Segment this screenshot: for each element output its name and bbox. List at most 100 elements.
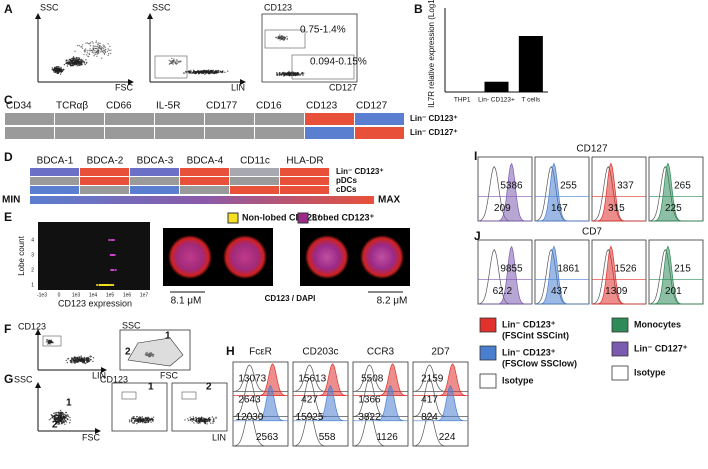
event-dot: [297, 72, 300, 75]
event-dot: [83, 60, 85, 63]
event-dot: [55, 69, 57, 72]
label: SSC: [122, 320, 141, 330]
event-dot: [215, 416, 217, 418]
legend-swatch: [611, 317, 629, 333]
event-dot: [145, 421, 148, 424]
event-dot: [279, 39, 281, 41]
label: 2: [52, 420, 58, 431]
event-dot: [301, 74, 304, 76]
event-dot: [101, 47, 103, 49]
event-dot: [298, 73, 300, 76]
event-dot: [73, 358, 75, 360]
event-dot: [184, 72, 186, 74]
event-dot: [74, 61, 76, 63]
bar: [484, 81, 509, 92]
event-dot: [196, 422, 198, 424]
label: Isotype: [502, 375, 534, 385]
event-dot: [80, 61, 82, 63]
label: 0.75-1.4%: [300, 25, 346, 36]
label: 2: [31, 267, 34, 273]
event-dot: [57, 67, 60, 70]
histogram: [352, 411, 408, 447]
event-dot: [99, 45, 101, 47]
event-dot: [66, 65, 69, 67]
event-dot: [70, 360, 72, 362]
event-dot: [192, 70, 195, 72]
event-dot: [81, 44, 84, 46]
event-dot: [85, 54, 88, 56]
event-dot: [113, 254, 116, 256]
label: IL-5R: [156, 101, 180, 112]
event-dot: [293, 72, 295, 74]
event-dot: [145, 352, 147, 354]
event-dot: [69, 422, 71, 424]
event-dot: [56, 421, 58, 424]
label: 1126: [376, 432, 398, 443]
event-dot: [104, 49, 106, 51]
heat-cell: [105, 127, 154, 139]
label: CD34: [6, 101, 32, 112]
event-dot: [86, 52, 89, 54]
event-dot: [79, 62, 81, 64]
event-dot: [172, 61, 175, 63]
histogram: [353, 385, 409, 422]
event-dot: [277, 36, 280, 38]
event-dot: [93, 55, 95, 57]
label: HLA-DR: [286, 156, 323, 167]
histogram: [412, 411, 468, 447]
event-dot: [110, 284, 113, 286]
heat-cell: [5, 127, 54, 139]
event-dot: [83, 356, 86, 359]
event-dot: [104, 51, 107, 54]
event-dot: [208, 72, 210, 75]
event-dot: [133, 422, 135, 424]
label: 13073: [238, 373, 266, 384]
label: 15925: [296, 412, 324, 423]
event-dot: [199, 419, 201, 421]
label: BDCA-4: [187, 156, 224, 167]
event-dot: [112, 239, 115, 241]
event-dot: [63, 413, 66, 416]
event-dot: [92, 360, 94, 363]
legend-swatch: [297, 212, 309, 224]
event-dot: [198, 420, 200, 423]
label: B: [414, 2, 423, 16]
heat-cell: [80, 186, 129, 194]
event-dot: [78, 44, 81, 47]
event-dot: [109, 45, 111, 48]
event-dot: [209, 72, 212, 74]
heat-cell: [55, 127, 104, 139]
event-dot: [132, 416, 134, 418]
event-dot: [79, 60, 81, 63]
event-dot: [89, 359, 91, 361]
event-dot: [69, 59, 72, 61]
event-dot: [152, 353, 154, 356]
event-dot: [151, 353, 153, 356]
event-dot: [102, 44, 104, 46]
event-dot: [184, 419, 186, 421]
event-dot: [149, 420, 151, 422]
event-dot: [275, 74, 278, 76]
label: 1861: [557, 263, 580, 274]
event-dot: [67, 59, 69, 61]
event-dot: [72, 64, 74, 67]
event-dot: [283, 36, 285, 38]
event-dot: [76, 59, 78, 62]
label: LIN: [92, 370, 106, 380]
heat-cell: [155, 127, 204, 139]
event-dot: [71, 59, 73, 61]
event-dot: [63, 63, 66, 66]
event-dot: [87, 357, 90, 360]
event-dot: [57, 72, 59, 75]
event-dot: [84, 63, 86, 66]
event-dot: [88, 52, 90, 55]
event-dot: [59, 417, 61, 420]
event-dot: [78, 58, 81, 61]
event-dot: [56, 414, 59, 417]
event-dot: [204, 422, 207, 425]
event-dot: [210, 70, 212, 72]
event-dot: [107, 53, 110, 55]
heat-cell: [230, 177, 279, 185]
event-dot: [193, 72, 195, 74]
event-dot: [200, 418, 202, 420]
